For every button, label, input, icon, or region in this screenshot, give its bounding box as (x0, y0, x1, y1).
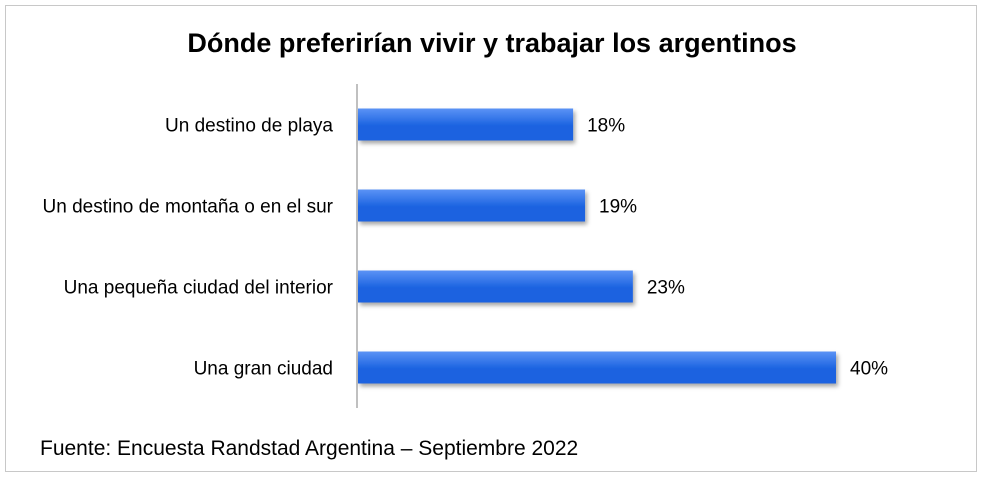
chart-title: Dónde preferirían vivir y trabajar los a… (187, 28, 796, 58)
value-label: 19% (599, 197, 637, 218)
bar (358, 189, 586, 222)
chart-frame (5, 5, 977, 472)
category-label: Una gran ciudad (194, 359, 333, 380)
bar (358, 108, 574, 141)
bar (358, 270, 633, 303)
value-label: 40% (850, 359, 888, 380)
bar (358, 351, 836, 384)
bars-group: Un destino de playa 18% Un destino de mont… (43, 108, 888, 384)
value-label: 23% (647, 278, 685, 299)
category-label: Un destino de montaña o en el sur (43, 197, 334, 218)
value-label: 18% (587, 116, 625, 137)
category-label: Un destino de playa (165, 116, 333, 137)
source-note: Fuente: Encuesta Randstad Argentina – Se… (40, 437, 578, 460)
category-label: Una pequeña ciudad del interior (64, 278, 334, 299)
